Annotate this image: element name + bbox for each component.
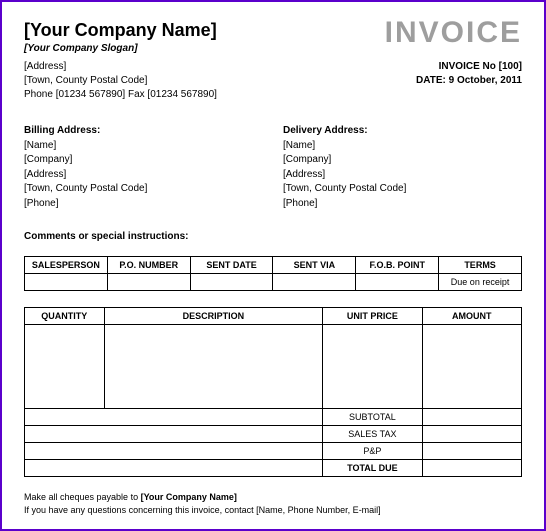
delivery-town-postal: [Town, County Postal Code]	[283, 182, 522, 197]
billing-address-line: [Address]	[24, 168, 263, 183]
billing-town-postal: [Town, County Postal Code]	[24, 182, 263, 197]
company-slogan: [Your Company Slogan]	[24, 43, 217, 54]
company-phone-fax: Phone [01234 567890] Fax [01234 567890]	[24, 88, 217, 102]
subtotal-label: SUBTOTAL	[323, 409, 422, 426]
cell-po	[107, 274, 190, 291]
col-unit-price: UNIT PRICE	[323, 308, 422, 325]
invoice-meta: INVOICE No [100] DATE: 9 October, 2011	[416, 60, 522, 102]
billing-company: [Company]	[24, 153, 263, 168]
delivery-address-line: [Address]	[283, 168, 522, 183]
delivery-phone: [Phone]	[283, 197, 522, 212]
total-due-amount	[422, 460, 521, 477]
footer-line1-prefix: Make all cheques payable to	[24, 492, 141, 502]
subtotal-amount	[422, 409, 521, 426]
company-address-line: [Address]	[24, 60, 217, 74]
delivery-company: [Company]	[283, 153, 522, 168]
header-row: [Your Company Name] [Your Company Slogan…	[24, 20, 522, 54]
cell-sent-via	[273, 274, 356, 291]
col-terms: TERMS	[439, 257, 522, 274]
meta-table: SALESPERSON P.O. NUMBER SENT DATE SENT V…	[24, 256, 522, 291]
col-fob: F.O.B. POINT	[356, 257, 439, 274]
cell-fob	[356, 274, 439, 291]
invoice-title: INVOICE	[385, 16, 522, 50]
invoice-date: DATE: 9 October, 2011	[416, 74, 522, 88]
cell-terms: Due on receipt	[439, 274, 522, 291]
delivery-name: [Name]	[283, 139, 522, 154]
total-due-label: TOTAL DUE	[323, 460, 422, 477]
pp-label: P&P	[323, 443, 422, 460]
col-po: P.O. NUMBER	[107, 257, 190, 274]
col-sent-via: SENT VIA	[273, 257, 356, 274]
cell-quantity	[25, 325, 105, 409]
items-header-row: QUANTITY DESCRIPTION UNIT PRICE AMOUNT	[25, 308, 522, 325]
top-details: [Address] [Town, County Postal Code] Pho…	[24, 60, 522, 102]
billing-name: [Name]	[24, 139, 263, 154]
delivery-address: Delivery Address: [Name] [Company] [Addr…	[283, 124, 522, 211]
billing-phone: [Phone]	[24, 197, 263, 212]
cell-salesperson	[25, 274, 108, 291]
pp-amount	[422, 443, 521, 460]
footer: Make all cheques payable to [Your Compan…	[24, 491, 522, 516]
col-amount: AMOUNT	[422, 308, 521, 325]
cell-unit-price	[323, 325, 422, 409]
footer-line1-bold: [Your Company Name]	[141, 492, 237, 502]
footer-line2: If you have any questions concerning thi…	[24, 504, 522, 517]
company-town-postal: [Town, County Postal Code]	[24, 74, 217, 88]
meta-data-row: Due on receipt	[25, 274, 522, 291]
salestax-row: SALES TAX	[25, 426, 522, 443]
pp-row: P&P	[25, 443, 522, 460]
col-salesperson: SALESPERSON	[25, 257, 108, 274]
col-description: DESCRIPTION	[104, 308, 323, 325]
total-due-row: TOTAL DUE	[25, 460, 522, 477]
meta-header-row: SALESPERSON P.O. NUMBER SENT DATE SENT V…	[25, 257, 522, 274]
invoice-number: INVOICE No [100]	[416, 60, 522, 74]
billing-title: Billing Address:	[24, 124, 263, 139]
salestax-amount	[422, 426, 521, 443]
cell-description	[104, 325, 323, 409]
billing-address: Billing Address: [Name] [Company] [Addre…	[24, 124, 263, 211]
delivery-title: Delivery Address:	[283, 124, 522, 139]
company-address: [Address] [Town, County Postal Code] Pho…	[24, 60, 217, 102]
col-quantity: QUANTITY	[25, 308, 105, 325]
invoice-page: [Your Company Name] [Your Company Slogan…	[0, 0, 546, 531]
cell-sent-date	[190, 274, 273, 291]
addresses: Billing Address: [Name] [Company] [Addre…	[24, 124, 522, 211]
company-name: [Your Company Name]	[24, 20, 217, 41]
items-body-row	[25, 325, 522, 409]
salestax-label: SALES TAX	[323, 426, 422, 443]
col-sent-date: SENT DATE	[190, 257, 273, 274]
comments-label: Comments or special instructions:	[24, 231, 522, 242]
items-table: QUANTITY DESCRIPTION UNIT PRICE AMOUNT S…	[24, 307, 522, 477]
subtotal-row: SUBTOTAL	[25, 409, 522, 426]
cell-amount	[422, 325, 521, 409]
company-block: [Your Company Name] [Your Company Slogan…	[24, 20, 217, 54]
footer-line1: Make all cheques payable to [Your Compan…	[24, 491, 522, 504]
